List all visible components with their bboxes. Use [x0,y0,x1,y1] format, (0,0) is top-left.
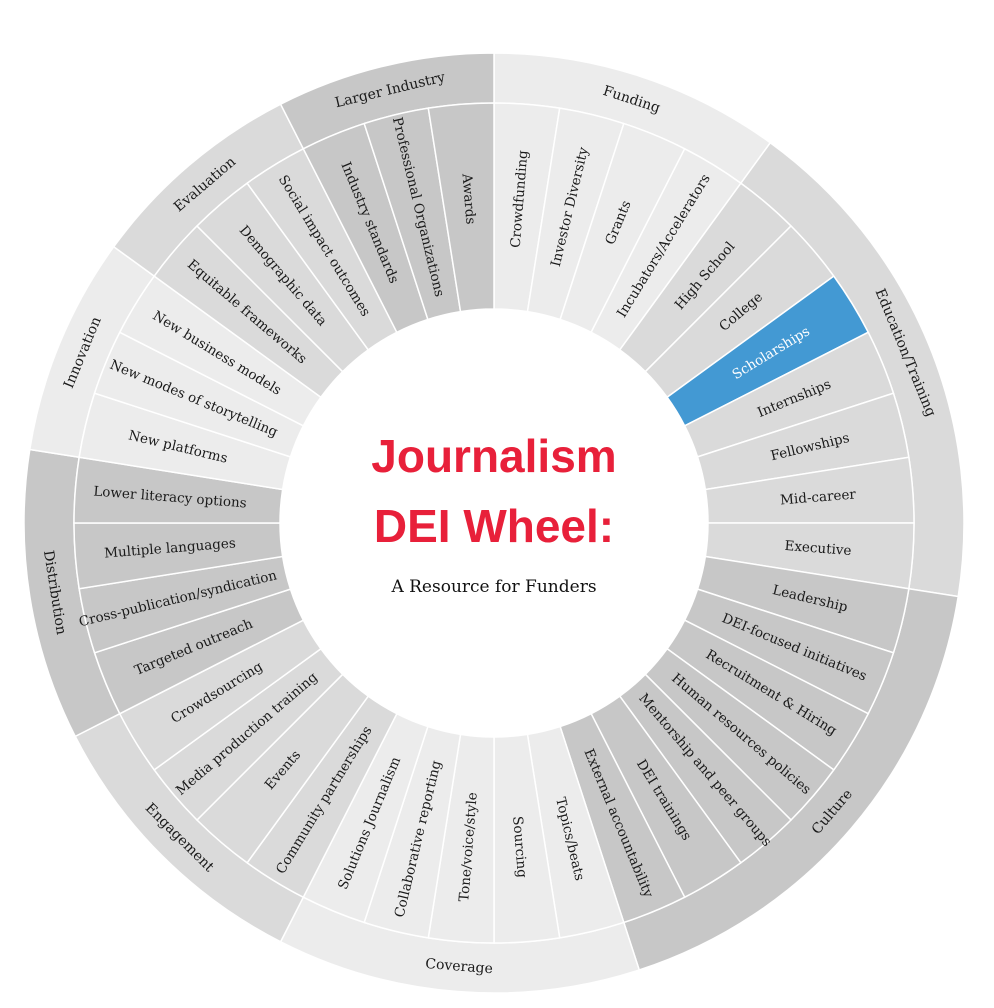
title-line-1: Journalism [371,430,616,482]
segment-label-sourcing: Sourcing [509,816,530,879]
subtitle: A Resource for Funders [390,577,596,597]
segment-label-mid-career: Mid-career [780,487,857,509]
category-label-coverage: Coverage [425,956,494,977]
segment-label-crowdfunding: Crowdfunding [508,149,532,248]
wheel-center: Journalism DEI Wheel: A Resource for Fun… [280,309,708,737]
center-disc [280,309,708,737]
segment-label-awards: Awards [458,172,478,225]
title-line-2: DEI Wheel: [374,500,614,552]
segment-label-executive: Executive [784,538,852,559]
